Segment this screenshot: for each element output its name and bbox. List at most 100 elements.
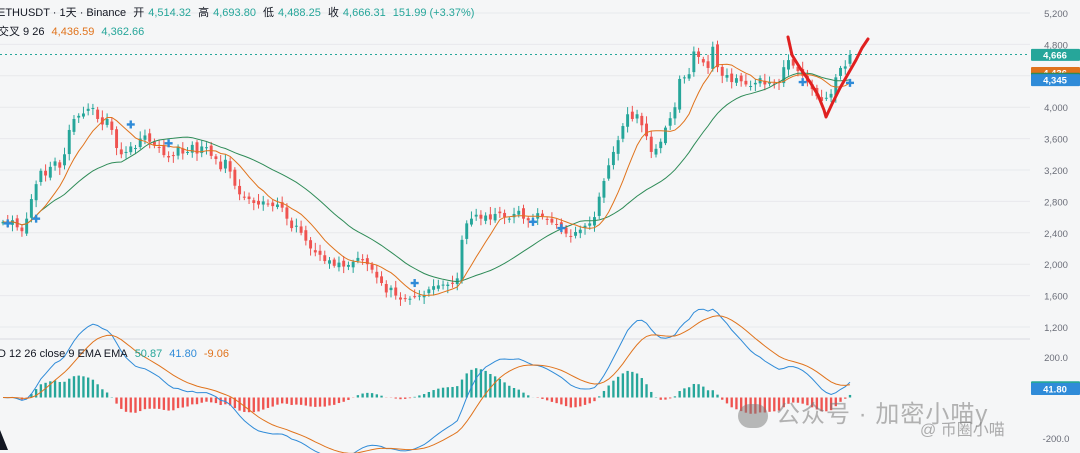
symbol-title[interactable]: ETHUSDT · 1天 · Binance (0, 7, 127, 19)
price-tick-label: 1,600 (1044, 292, 1068, 303)
candle-body (716, 44, 719, 68)
candle-body (607, 165, 611, 179)
candle-body (725, 75, 729, 78)
candle-body (432, 286, 436, 290)
candle-body (214, 156, 218, 160)
candle-body (753, 82, 757, 85)
candle-body (820, 97, 824, 101)
candle-body (611, 151, 615, 166)
price-tick-label: 5,200 (1044, 9, 1068, 20)
candle-body (44, 170, 48, 176)
candle-body (555, 224, 559, 226)
candle-body (635, 114, 639, 119)
candle-body (484, 215, 488, 221)
close-label: 收 (327, 7, 339, 19)
macd-legend[interactable]: D 12 26 close 9 EMA EMA 50.87 41.80 -9.0… (0, 348, 233, 360)
low-label: 低 (263, 7, 275, 19)
candle-body (621, 126, 625, 139)
candle-body (403, 298, 407, 300)
macd-value: 50.87 (134, 348, 163, 360)
candle-body (67, 129, 71, 155)
candle-body (72, 118, 76, 132)
candle-body (739, 75, 743, 82)
candle-body (744, 80, 748, 85)
candle-body (749, 86, 753, 88)
candle-body (157, 146, 161, 148)
candle-body (706, 61, 710, 68)
candle-body (417, 295, 421, 297)
candle-body (58, 162, 62, 168)
candle-body (134, 148, 137, 150)
candle-body (493, 213, 497, 221)
candle-body (394, 287, 398, 296)
candle-body (275, 204, 279, 208)
candle-body (285, 207, 289, 219)
price-badge (1031, 48, 1080, 61)
candle-body (181, 148, 185, 154)
candle-body (626, 114, 630, 127)
watermark-sub: @ 币圈小喵 (920, 422, 1005, 439)
candle-body (829, 93, 833, 98)
candle-body (711, 46, 715, 69)
ma-legend-label: 交叉 9 26 (0, 26, 45, 38)
candle-body (171, 155, 175, 157)
candle-body (252, 200, 256, 203)
candle-body (29, 199, 33, 218)
candle-body (48, 166, 52, 178)
candle-body (228, 161, 232, 172)
candle-body (763, 80, 767, 85)
candle-body (261, 201, 265, 205)
low-value: 4,488.25 (278, 7, 321, 19)
candle-body (564, 227, 568, 234)
candle-body (701, 59, 705, 63)
candle-body (640, 115, 644, 126)
candle-body (25, 218, 29, 234)
candle-layer (1, 40, 852, 306)
candle-body (682, 77, 686, 79)
price-tick-label: 4,800 (1044, 40, 1068, 51)
candle-body (309, 240, 313, 249)
candle-body (323, 255, 327, 262)
ma-slow-line (2, 72, 851, 283)
candle-body (86, 108, 90, 111)
candle-body (63, 154, 66, 166)
candle-body (507, 218, 511, 220)
candle-body (167, 156, 171, 158)
candle-body (365, 258, 369, 265)
candle-body (498, 211, 502, 214)
candle-body (186, 151, 190, 153)
candle-body (843, 66, 847, 69)
price-tick-label: 2,000 (1044, 260, 1068, 271)
macd-legend-label: D 12 26 close 9 EMA EMA (0, 348, 128, 360)
candle-body (422, 294, 426, 298)
signal-value: 41.80 (169, 348, 197, 360)
candle-body (247, 196, 251, 200)
macd-line (2, 308, 851, 453)
candle-body (848, 54, 852, 64)
candle-body (824, 97, 828, 99)
candle-body (540, 213, 544, 217)
candle-body (588, 223, 592, 226)
candle-body (39, 170, 43, 183)
candle-body (105, 118, 109, 125)
price-axis[interactable]: 5,2004,8004,4004,0003,6003,2002,8002,400… (1031, 9, 1080, 334)
ma-legend[interactable]: 交叉 9 26 4,436.59 4,362.66 (0, 23, 148, 39)
price-badge-label: 4,345 (1043, 76, 1067, 87)
candle-body (649, 136, 653, 152)
candle-body (148, 133, 152, 142)
candle-body (380, 276, 384, 284)
candle-body (124, 151, 128, 153)
candle-body (370, 264, 374, 270)
candle-body (545, 218, 549, 220)
candle-body (399, 297, 402, 300)
candle-body (190, 144, 194, 153)
price-badge (1031, 74, 1080, 87)
high-value: 4,693.80 (213, 7, 256, 19)
close-value: 4,666.31 (342, 7, 386, 19)
candle-body (20, 227, 24, 232)
candle-body (162, 146, 166, 156)
price-tick-label: 3,600 (1044, 135, 1068, 146)
candle-body (96, 109, 100, 119)
